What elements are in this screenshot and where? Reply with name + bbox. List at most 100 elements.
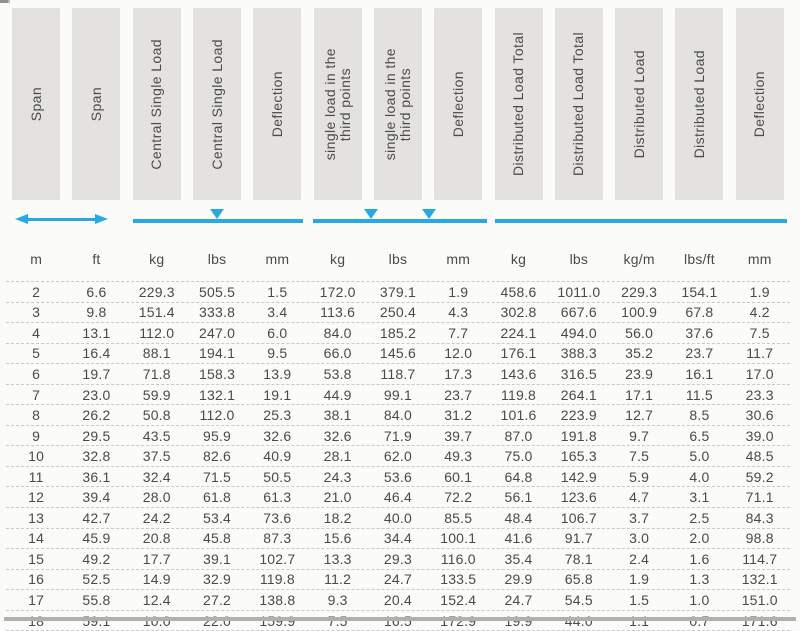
table-cell: 26.2 <box>82 407 111 424</box>
table-cell: 154.1 <box>681 283 718 300</box>
table-cell: 19.7 <box>82 365 111 382</box>
table-cell: 5.9 <box>629 468 650 485</box>
table-cell: 39.0 <box>745 427 774 444</box>
top-crop-artifact <box>0 0 8 3</box>
table-cell: 13.3 <box>323 550 352 567</box>
table-cell: 10 <box>28 448 45 465</box>
table-cell: 2.5 <box>689 509 710 526</box>
table-cell: 185.2 <box>379 324 416 341</box>
table-cell: 53.4 <box>203 509 232 526</box>
table-cell: 78.1 <box>564 550 593 567</box>
column-header-label: Deflection <box>449 70 466 138</box>
column-header-label: Distributed Load <box>690 49 707 159</box>
table-cell: 7 <box>32 386 41 403</box>
table-cell: 50.5 <box>263 468 292 485</box>
table-cell: 6.5 <box>689 427 710 444</box>
table-cell: 95.9 <box>203 427 232 444</box>
table-cell: 91.7 <box>564 530 593 547</box>
table-cell: 333.8 <box>199 304 236 321</box>
table-cell: 3.1 <box>689 489 710 506</box>
table-cell: 16 <box>28 571 45 588</box>
table-cell: 59.2 <box>745 468 774 485</box>
table-cell: 119.8 <box>259 571 295 588</box>
table-cell: 100.9 <box>621 304 658 321</box>
table-cell: 4.3 <box>448 304 469 321</box>
table-cell: 32.6 <box>323 427 352 444</box>
table-cell: 56.1 <box>504 489 533 506</box>
table-cell: 87.3 <box>263 530 292 547</box>
table-cell: 17 <box>28 591 45 608</box>
table-cell: 32.8 <box>82 448 111 465</box>
table-row: 16 52.5 14.9 32.9 119.8 11.2 24.7 133.5 29.9 65.8… <box>6 570 790 591</box>
table-cell: 87.0 <box>504 427 533 444</box>
table-cell: 61.3 <box>263 489 292 506</box>
column-header-box: Central Single Load <box>132 8 181 200</box>
table-cell: 13 <box>28 509 45 526</box>
table-cell: 40.0 <box>383 509 412 526</box>
column-header-box: single load in the third points <box>313 8 362 200</box>
table-cell: 223.9 <box>560 407 597 424</box>
table-cell: 3.4 <box>267 304 288 321</box>
table-cell: 9 <box>32 427 41 444</box>
table-cell: 7.7 <box>448 324 469 341</box>
column-header-box: Central Single Load <box>193 8 242 200</box>
table-cell: 4 <box>32 324 41 341</box>
table-cell: 229.3 <box>138 283 175 300</box>
table-cell: 7.5 <box>629 448 650 465</box>
table-cell: 458.6 <box>500 283 537 300</box>
table-cell: 113.6 <box>320 304 356 321</box>
table-cell: 194.1 <box>199 345 236 362</box>
table-cell: 20.4 <box>383 591 412 608</box>
column-header-label: Deflection <box>268 70 285 138</box>
table-cell: 11.2 <box>324 571 352 588</box>
table-cell: 379.1 <box>379 283 416 300</box>
unit-label-8: mm <box>446 251 471 267</box>
table-cell: 23.7 <box>685 345 714 362</box>
span-double-arrow-icon <box>15 214 108 226</box>
table-cell: 24.3 <box>323 468 352 485</box>
table-cell: 133.5 <box>440 571 477 588</box>
table-cell: 1.5 <box>267 283 288 300</box>
table-cell: 43.5 <box>142 427 171 444</box>
column-header-4: Central Single Load <box>187 8 247 200</box>
table-cell: 50.8 <box>142 407 171 424</box>
table-cell: 53.6 <box>383 468 412 485</box>
column-header-3: Central Single Load <box>127 8 187 200</box>
table-cell: 16.1 <box>685 365 714 382</box>
table-row: 2 6.6 229.3 505.5 1.5 172.0 379.1 1.9 458.6 1011.… <box>6 282 790 303</box>
table-cell: 62.0 <box>383 448 412 465</box>
column-header-9: Distributed Load Total <box>488 8 548 200</box>
table-cell: 75.0 <box>504 448 533 465</box>
table-cell: 24.2 <box>142 509 171 526</box>
table-cell: 158.3 <box>199 365 236 382</box>
table-cell: 17.0 <box>745 365 774 382</box>
unit-label-3: kg <box>149 251 165 267</box>
table-cell: 32.4 <box>142 468 171 485</box>
table-cell: 6.6 <box>86 283 107 300</box>
table-cell: 84.0 <box>383 407 412 424</box>
table-cell: 84.3 <box>745 509 774 526</box>
column-header-label: Distributed Load Total <box>570 32 587 176</box>
table-cell: 53.8 <box>323 365 352 382</box>
table-cell: 13.1 <box>82 324 111 341</box>
table-cell: 35.2 <box>625 345 654 362</box>
table-cell: 98.8 <box>745 530 774 547</box>
table-cell: 132.1 <box>741 571 778 588</box>
unit-label-5: mm <box>265 251 290 267</box>
column-header-row: Span Span Central Single Load Central Singl… <box>6 8 790 200</box>
third-point-load-arrow-icon <box>364 209 378 219</box>
table-cell: 145.6 <box>379 345 416 362</box>
table-cell: 18.2 <box>323 509 352 526</box>
table-cell: 9.5 <box>267 345 288 362</box>
table-cell: 247.0 <box>199 324 236 341</box>
table-cell: 1011.0 <box>557 283 601 300</box>
table-cell: 49.2 <box>82 550 111 567</box>
unit-label-7: lbs <box>388 251 408 267</box>
table-cell: 9.7 <box>629 427 650 444</box>
table-cell: 54.5 <box>564 591 593 608</box>
table-cell: 23.7 <box>444 386 473 403</box>
table-cell: 11 <box>28 468 44 485</box>
table-cell: 1.9 <box>448 283 469 300</box>
table-row: 6 19.7 71.8 158.3 13.9 53.8 118.7 17.3 143.6 316.… <box>6 364 790 385</box>
table-cell: 112.0 <box>199 407 235 424</box>
